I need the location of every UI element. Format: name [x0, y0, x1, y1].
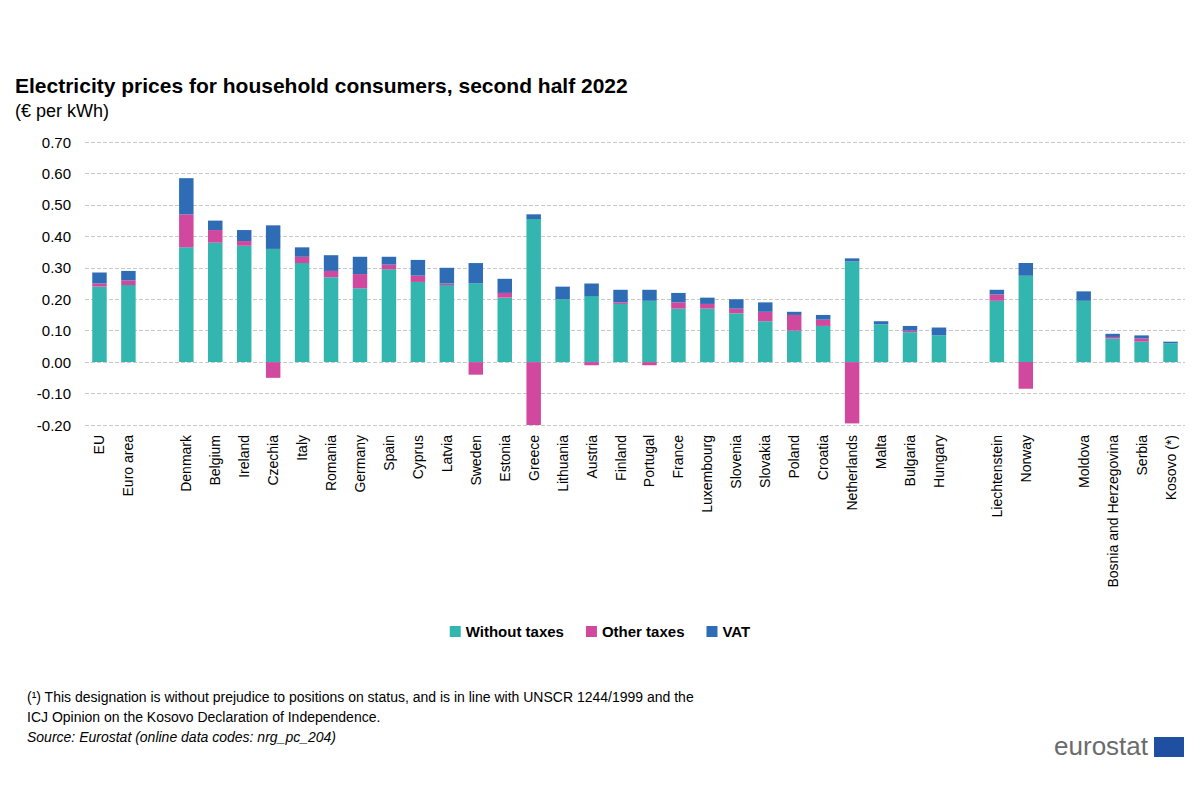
svg-text:Moldova: Moldova	[1076, 435, 1092, 488]
svg-text:Germany: Germany	[352, 435, 368, 493]
svg-text:Without taxes: Without taxes	[466, 623, 564, 640]
svg-text:Serbia: Serbia	[1134, 435, 1150, 476]
svg-text:Belgium: Belgium	[207, 435, 223, 486]
svg-text:VAT: VAT	[722, 623, 750, 640]
svg-text:eurostat: eurostat	[1054, 731, 1149, 761]
svg-text:Kosovo (*): Kosovo (*)	[1163, 435, 1179, 500]
svg-text:Malta: Malta	[873, 435, 889, 469]
svg-text:Bosnia and Herzegovina: Bosnia and Herzegovina	[1105, 435, 1121, 588]
svg-text:0.20: 0.20	[42, 291, 71, 308]
svg-text:Romania: Romania	[323, 435, 339, 491]
svg-text:(¹) This designation is withou: (¹) This designation is without prejudic…	[27, 689, 698, 705]
svg-text:Finland: Finland	[613, 435, 629, 481]
svg-text:Liechtenstein: Liechtenstein	[989, 435, 1005, 518]
svg-text:Other taxes: Other taxes	[602, 623, 685, 640]
svg-text:Bulgaria: Bulgaria	[902, 435, 918, 487]
svg-text:Euro area: Euro area	[120, 435, 136, 497]
svg-text:Slovenia: Slovenia	[728, 435, 744, 489]
svg-text:Greece: Greece	[526, 435, 542, 481]
svg-text:ICJ Opinion on the Kosovo Decl: ICJ Opinion on the Kosovo Declaration of…	[27, 709, 380, 725]
svg-text:Luxembourg: Luxembourg	[699, 435, 715, 513]
svg-text:Spain: Spain	[381, 435, 397, 471]
svg-text:Portugal: Portugal	[641, 435, 657, 487]
svg-text:Ireland: Ireland	[236, 435, 252, 478]
svg-text:France: France	[670, 435, 686, 479]
svg-text:Denmark: Denmark	[178, 434, 194, 492]
svg-text:Italy: Italy	[294, 435, 310, 461]
svg-text:Electricity prices for househo: Electricity prices for household consume…	[15, 74, 628, 97]
svg-text:Cyprus: Cyprus	[410, 435, 426, 479]
svg-text:Latvia: Latvia	[439, 435, 455, 473]
svg-text:Lithuania: Lithuania	[555, 435, 571, 492]
svg-text:Poland: Poland	[786, 435, 802, 479]
svg-text:EU: EU	[91, 435, 107, 454]
svg-text:Sweden: Sweden	[468, 435, 484, 486]
svg-text:Hungary: Hungary	[931, 435, 947, 488]
svg-text:-0.20: -0.20	[37, 417, 71, 434]
svg-text:0.50: 0.50	[42, 196, 71, 213]
svg-text:0.10: 0.10	[42, 322, 71, 339]
svg-text:Croatia: Croatia	[815, 435, 831, 480]
svg-text:(€ per kWh): (€ per kWh)	[15, 101, 109, 121]
svg-text:0.60: 0.60	[42, 165, 71, 182]
svg-text:Source: Eurostat (online data: Source: Eurostat (online data codes: nrg…	[27, 729, 336, 745]
svg-text:0.70: 0.70	[42, 134, 71, 151]
svg-text:Norway: Norway	[1018, 435, 1034, 482]
svg-text:Austria: Austria	[584, 435, 600, 479]
svg-text:Czechia: Czechia	[265, 435, 281, 486]
svg-text:Netherlands: Netherlands	[844, 435, 860, 511]
svg-text:0.30: 0.30	[42, 259, 71, 276]
svg-text:Slovakia: Slovakia	[757, 435, 773, 488]
svg-text:Estonia: Estonia	[497, 435, 513, 482]
svg-text:0.40: 0.40	[42, 228, 71, 245]
svg-text:0.00: 0.00	[42, 354, 71, 371]
svg-text:-0.10: -0.10	[37, 385, 71, 402]
